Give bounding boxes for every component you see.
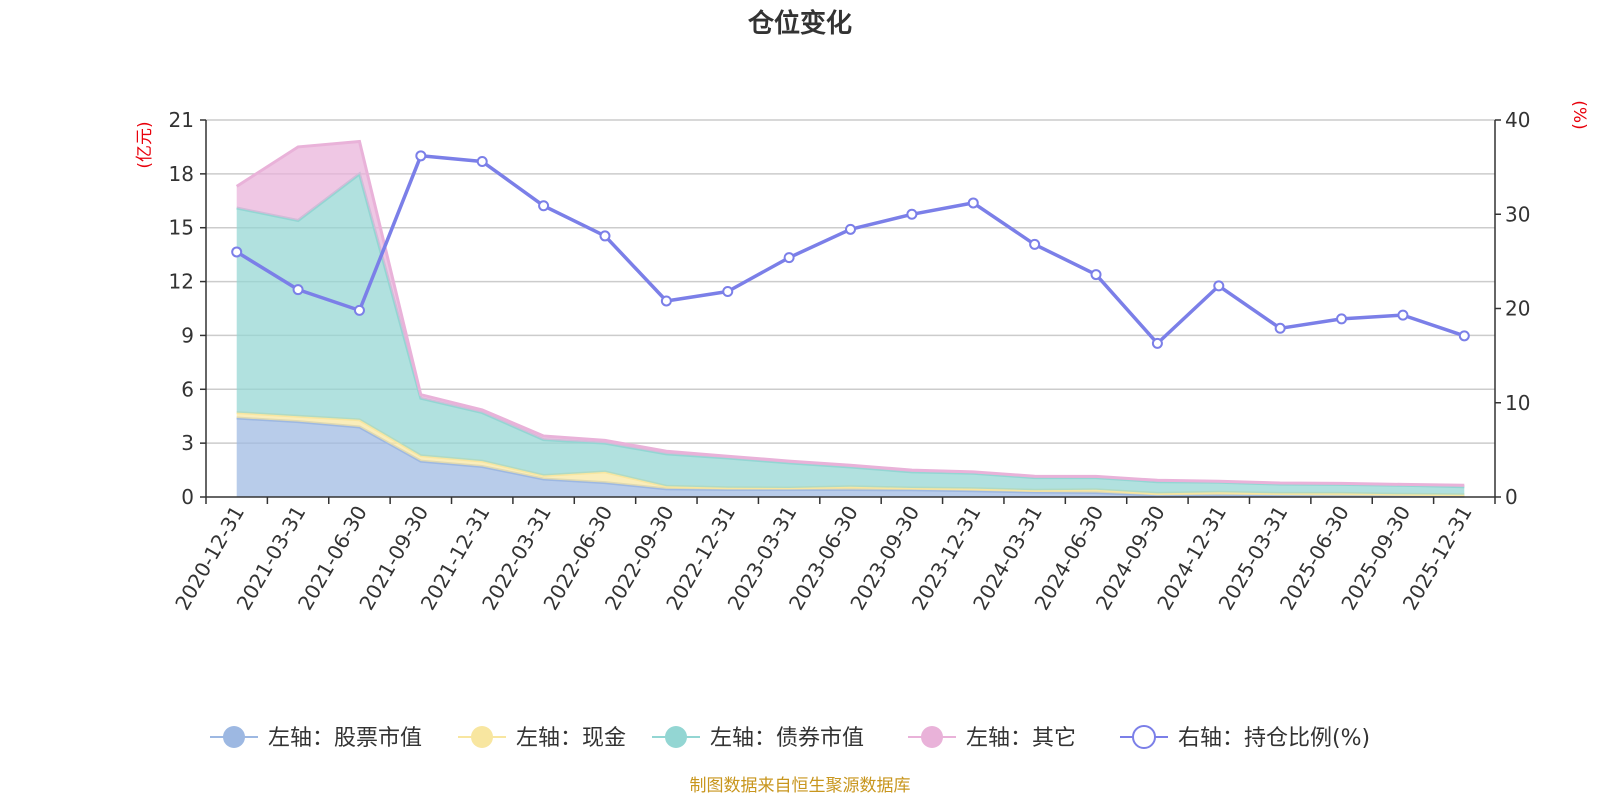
left-tick-label: 15 [169,216,194,240]
left-tick-label: 3 [181,431,194,455]
ratio-point [1213,280,1225,292]
left-tick-label: 21 [169,108,194,132]
ratio-point [353,304,365,316]
ratio-point [538,200,550,212]
ratio-point [660,295,672,307]
legend-marker [223,726,245,748]
legend-item-4[interactable]: 左轴：其它 [908,726,1076,751]
legend-label: 左轴：股票市值 [268,726,422,751]
left-tick-label: 12 [169,270,194,294]
ratio-point [967,197,979,209]
ratio-point [231,246,243,258]
legend-item-1[interactable]: 左轴：股票市值 [210,726,422,751]
data-source-note: 制图数据来自恒生聚源数据库 [690,776,911,796]
legend-marker [665,726,687,748]
ratio-point [1336,313,1348,325]
legend-marker [471,726,493,748]
area-3 [236,173,1465,495]
legend[interactable]: 左轴：股票市值 左轴：现金 左轴：债券市值 左轴：其它 右轴：持仓比例(%) [210,725,1370,751]
legend-marker [1132,725,1156,749]
stacked-areas [235,139,1465,498]
ratio-point [415,150,427,162]
right-axis-unit: (%) [1569,100,1589,129]
right-tick-label: 0 [1505,485,1518,509]
right-tick-label: 40 [1505,108,1530,132]
ratio-point [599,230,611,242]
ratio-point [476,155,488,167]
legend-label: 右轴：持仓比例(%) [1178,726,1370,751]
ratio-point [1274,322,1286,334]
left-tick-label: 0 [181,485,194,509]
ratio-point [1029,238,1041,250]
legend-label: 左轴：现金 [516,726,626,751]
legend-label: 左轴：债券市值 [710,726,864,751]
ratio-point [1151,337,1163,349]
ratio-point [1397,309,1409,321]
ratio-line [231,150,1470,349]
ratio-polyline [235,154,1465,346]
ratio-point [292,284,304,296]
chart-title: 仓位变化 [747,8,852,39]
left-axis-unit: (亿元) [135,121,155,168]
legend-marker [921,726,943,748]
ratio-point [1090,269,1102,281]
left-tick-label: 6 [181,377,194,401]
ratio-point [722,286,734,298]
area-1 [236,418,1465,497]
area-edge-4 [235,139,1465,487]
right-tick-label: 10 [1505,391,1530,415]
legend-label: 左轴：其它 [966,726,1076,751]
right-tick-label: 30 [1505,202,1530,226]
ratio-point [906,208,918,220]
legend-item-3[interactable]: 左轴：债券市值 [652,726,864,751]
left-tick-label: 18 [169,162,194,186]
right-tick-label: 20 [1505,297,1530,321]
ratio-point [1458,330,1470,342]
legend-item-2[interactable]: 左轴：现金 [458,726,626,751]
ratio-point [783,252,795,264]
legend-item-5[interactable]: 右轴：持仓比例(%) [1120,725,1370,751]
ratio-point [845,223,856,235]
left-tick-label: 9 [181,323,194,347]
